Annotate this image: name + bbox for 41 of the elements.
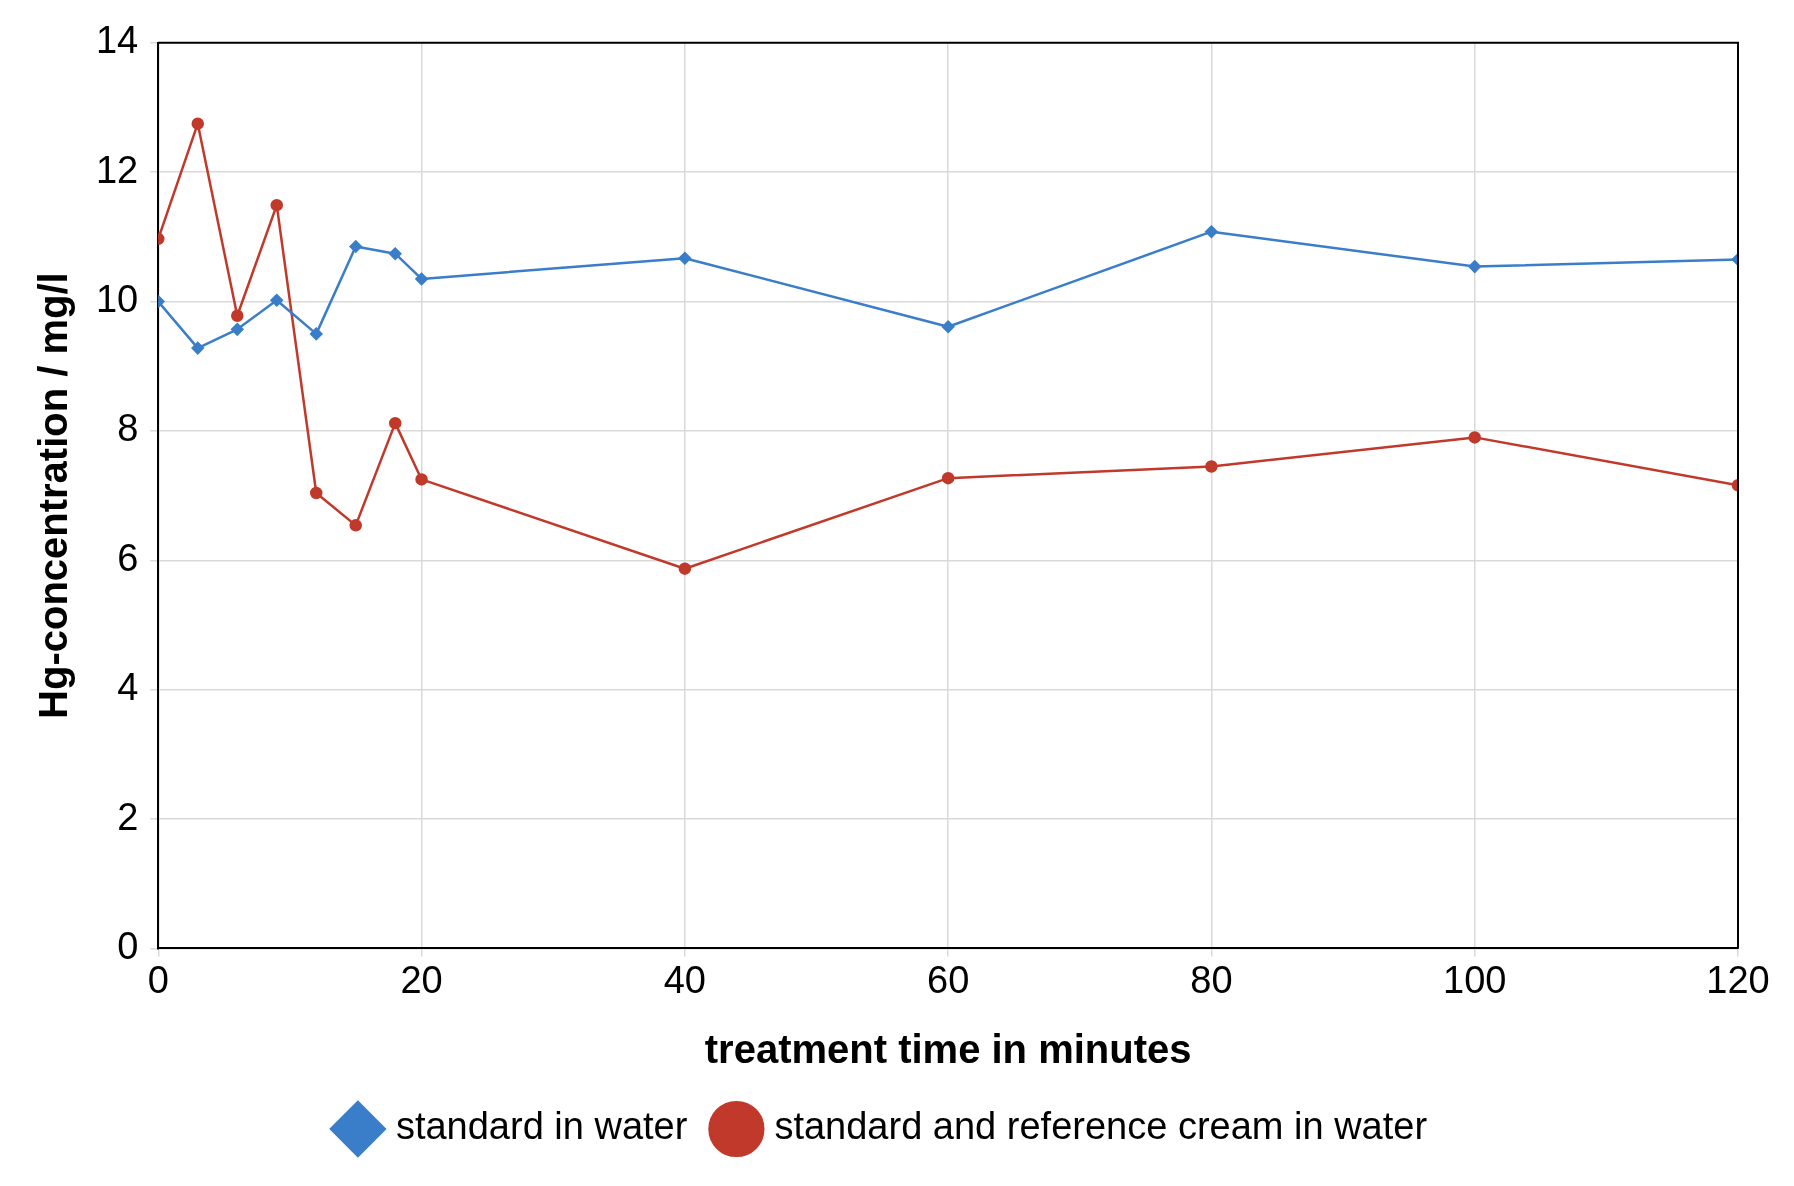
point [309,486,323,500]
y-tick-label: 12 [95,148,139,191]
point [309,327,323,341]
x-axis-title: treatment time in minutes [704,1027,1192,1072]
point [415,272,428,286]
point [231,309,244,323]
point [1468,260,1481,273]
y-axis-title: Hg-concentration / mg/l [31,272,76,719]
point [231,323,244,336]
x-tick-label: 40 [663,958,706,1001]
point [678,251,692,265]
point [941,320,955,334]
point [388,416,402,430]
point [191,117,205,130]
point [191,341,205,355]
point [349,519,362,532]
point [415,473,428,486]
x-tick-label: 0 [147,958,169,1001]
point [1468,431,1481,444]
x-tick-label: 20 [400,958,443,1001]
point [678,562,692,575]
y-tick-label: 10 [95,278,139,321]
point [270,198,283,212]
legend-label: standard in water [395,1105,688,1148]
y-tick-label: 4 [117,666,139,709]
point [1205,225,1218,238]
y-tick-label: 8 [117,407,139,450]
x-tick-label: 60 [926,958,970,1001]
point [388,247,402,260]
y-tick-label: 0 [117,924,139,967]
legend-label: standard and reference cream in water [774,1105,1428,1148]
y-tick-label: 14 [95,19,139,62]
point [941,471,955,485]
point [1205,460,1218,473]
point [349,240,362,253]
x-tick-label: 120 [1706,958,1770,1001]
x-tick-label: 80 [1190,958,1233,1001]
x-tick-label: 100 [1443,958,1507,1001]
point [270,294,283,307]
y-tick-label: 6 [117,536,139,579]
y-tick-label: 2 [117,795,139,838]
